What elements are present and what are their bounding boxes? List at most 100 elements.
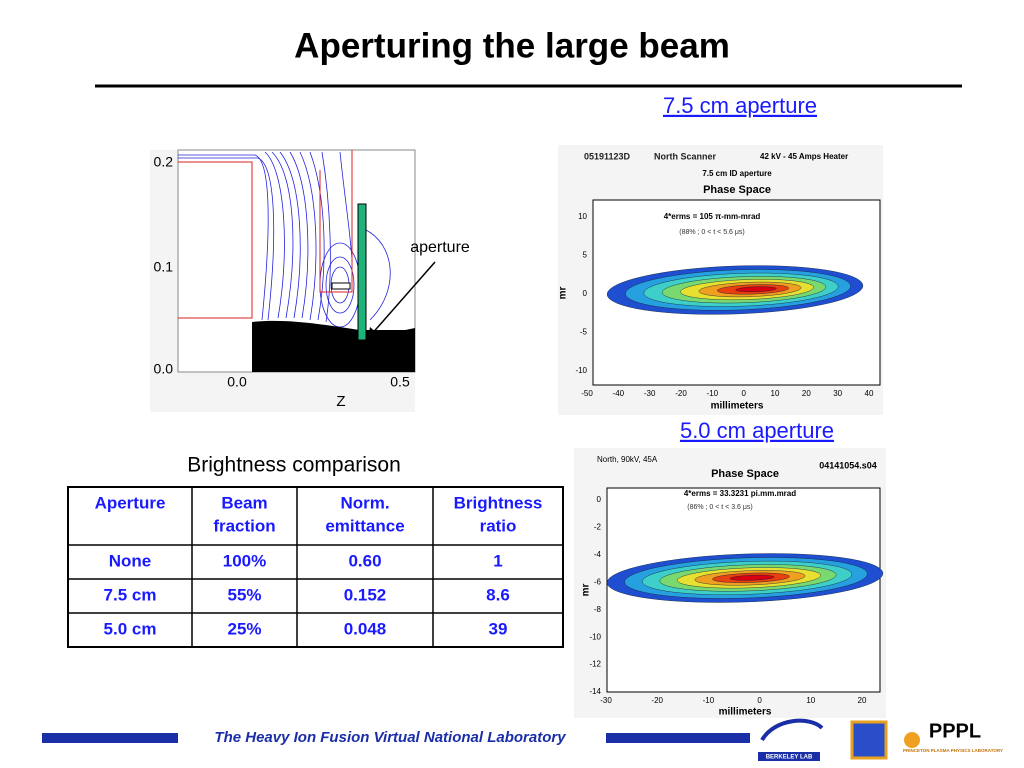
x-tick-label: 40 — [865, 389, 874, 398]
x-tick-label: -20 — [675, 389, 687, 398]
annotation: aperture — [410, 239, 470, 256]
aperture-plate — [366, 328, 415, 345]
link[interactable]: 7.5 cm aperture — [663, 93, 817, 118]
y-tick-label: -6 — [594, 577, 602, 586]
y-tick-label: 10 — [578, 212, 587, 221]
field-lines — [178, 151, 391, 328]
table-cell: 8.6 — [486, 585, 510, 604]
y-tick-label: 0.2 — [154, 154, 174, 170]
logo-text: PRINCETON PLASMA PHYSICS LABORATORY — [903, 748, 1003, 753]
table-cell: 55% — [227, 585, 261, 604]
contours — [606, 553, 884, 603]
x-tick-label: 20 — [802, 389, 811, 398]
x-axis-label: millimeters — [719, 707, 772, 718]
x-tick-label: 0.0 — [227, 374, 247, 390]
plot-header: 05191123D — [584, 151, 631, 161]
plot-note: 4*erms = 105 π-mm-mrad — [664, 212, 761, 221]
table-cell: 5.0 cm — [104, 619, 157, 638]
y-tick-label: -10 — [589, 632, 601, 641]
x-tick-label: -40 — [613, 389, 625, 398]
table-header: ratio — [480, 516, 517, 535]
footer-bar — [42, 733, 178, 743]
y-axis-label: mr — [581, 584, 592, 597]
table-header: fraction — [213, 516, 275, 535]
y-tick-label: 0 — [597, 495, 602, 504]
footer-text: The Heavy Ion Fusion Virtual National La… — [214, 729, 566, 746]
y-tick-label: -4 — [594, 550, 602, 559]
y-tick-label: -10 — [575, 366, 587, 375]
table-caption: Brightness comparison — [187, 454, 401, 477]
x-tick-label: -10 — [703, 696, 715, 705]
table-header: Aperture — [95, 493, 166, 512]
x-tick-label: 0.5 — [390, 374, 410, 390]
x-tick-label: 20 — [858, 696, 867, 705]
x-tick-label: -30 — [600, 696, 612, 705]
x-axis-label: Z — [336, 393, 345, 410]
plot-note: 4*erms = 33.3231 pi.mm.mrad — [684, 489, 796, 498]
table-cell: 39 — [489, 619, 508, 638]
table: Aperture Beam fraction Norm. emittance Bright… — [67, 486, 564, 648]
table-border — [67, 486, 564, 648]
aperture — [357, 203, 367, 341]
arrow-head — [368, 327, 378, 339]
table-header: Beam — [221, 493, 267, 512]
x-tick-label: 0 — [757, 696, 762, 705]
y-tick-label: -5 — [580, 328, 588, 337]
table-cell: 1 — [493, 551, 502, 570]
plot-title: Phase Space — [703, 184, 771, 196]
table-cell: 100% — [223, 551, 266, 570]
y-tick-label: 0 — [583, 289, 588, 298]
y-axis-label: mr — [558, 287, 569, 300]
x-tick-label: -30 — [644, 389, 656, 398]
x-tick-label: 0 — [741, 389, 746, 398]
logo-llnl — [850, 720, 888, 760]
x-tick-label: -50 — [581, 389, 593, 398]
plot-header: 42 kV - 45 Amps Heater — [760, 152, 848, 161]
y-tick-label: -2 — [594, 523, 602, 532]
logo-text: BERKELEY LAB — [766, 755, 813, 761]
link[interactable]: 5.0 cm aperture — [680, 418, 834, 443]
electrode — [319, 150, 353, 293]
contour — [729, 574, 775, 581]
table-cell: 25% — [227, 619, 261, 638]
y-tick-label: -14 — [589, 687, 601, 696]
arrow — [369, 261, 436, 337]
plot-note: (86% ; 0 < t < 3.6 μs) — [687, 504, 753, 511]
phase-plot-1: 05191123D North Scanner 42 kV - 45 Amps … — [558, 145, 883, 415]
table-header: Norm. — [340, 493, 389, 512]
table-cell: 0.048 — [344, 619, 387, 638]
logo-berkeley: BERKELEY LAB — [758, 718, 824, 761]
electrode — [178, 161, 253, 319]
slide-title: Aperturing the large beam — [294, 26, 730, 65]
logo-pppl: PPPL PRINCETON PLASMA PHYSICS LABORATORY — [903, 720, 1003, 753]
probe — [331, 282, 351, 290]
x-axis-label: millimeters — [711, 401, 764, 412]
table-cell: 7.5 cm — [104, 585, 157, 604]
plot-note: (88% ; 0 < t < 5.6 μs) — [679, 229, 745, 236]
x-tick-label: -20 — [651, 696, 663, 705]
table-header: emittance — [325, 516, 404, 535]
x-tick-label: 10 — [771, 389, 780, 398]
contour — [735, 286, 777, 293]
plot-header: 04141054.s04 — [819, 460, 877, 470]
x-tick-label: -10 — [707, 389, 719, 398]
y-tick-label: 0.0 — [154, 361, 174, 377]
x-tick-label: 30 — [833, 389, 842, 398]
sim-plot: Z aperture — [150, 149, 470, 412]
y-tick-label: 0.1 — [154, 259, 174, 275]
y-tick-label: -12 — [589, 660, 601, 669]
phase-plot-2: North, 90kV, 45A 04141054.s04 Phase Spac… — [574, 448, 886, 718]
y-tick-label: -8 — [594, 605, 602, 614]
x-tick-label: 10 — [806, 696, 815, 705]
y-tick-label: 5 — [583, 251, 588, 260]
plot-header: North Scanner — [654, 151, 717, 161]
logo-text: PPPL — [929, 720, 981, 742]
table-header: Brightness — [454, 493, 543, 512]
table-cell: 0.60 — [348, 551, 381, 570]
plot-title: Phase Space — [711, 468, 779, 480]
table-cell: None — [109, 551, 152, 570]
plot-header: North, 90kV, 45A — [597, 455, 658, 464]
table-cell: 0.152 — [344, 585, 387, 604]
footer-bar — [606, 733, 750, 743]
